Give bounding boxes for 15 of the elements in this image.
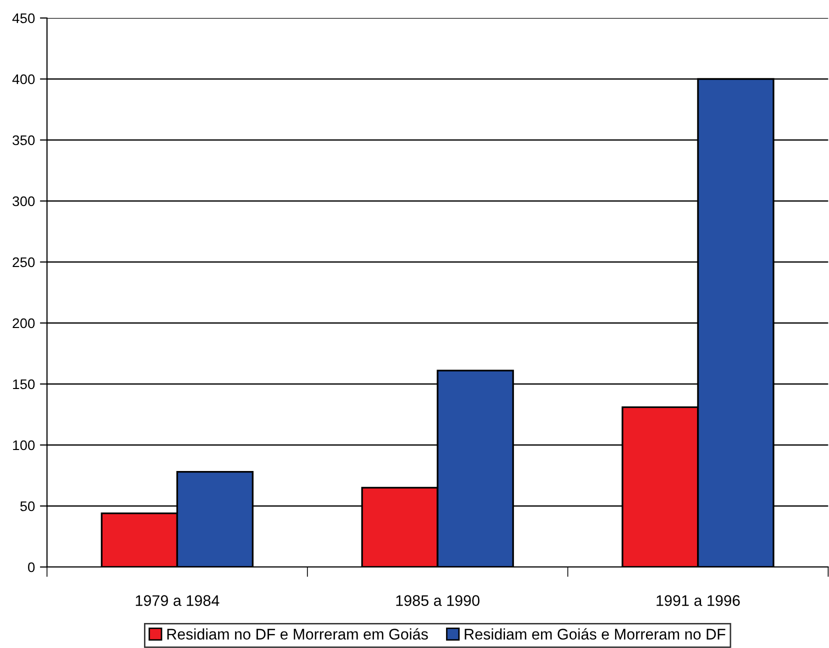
y-tick-label: 250 bbox=[12, 257, 35, 268]
y-tick-label: 150 bbox=[13, 379, 35, 390]
y-tick-label: 450 bbox=[12, 13, 35, 24]
x-tick-label: 1991 a 1996 bbox=[656, 595, 740, 606]
y-tick-label: 0 bbox=[28, 562, 35, 572]
y-tick-label: 300 bbox=[12, 196, 35, 206]
x-tick-label: 1979 a 1984 bbox=[136, 595, 220, 606]
legend-label: Residiam no DF e Morreram em Goiás bbox=[167, 628, 428, 640]
y-tick-label: 200 bbox=[12, 318, 35, 328]
legend-label: Residiam em Goiás e Morreram no DF bbox=[464, 628, 726, 640]
y-tick-label: 100 bbox=[13, 440, 35, 450]
y-tick-label: 50 bbox=[20, 501, 35, 512]
y-tick-label: 350 bbox=[12, 135, 35, 146]
y-tick-label: 400 bbox=[12, 74, 35, 84]
x-tick-label: 1985 a 1990 bbox=[396, 595, 480, 606]
